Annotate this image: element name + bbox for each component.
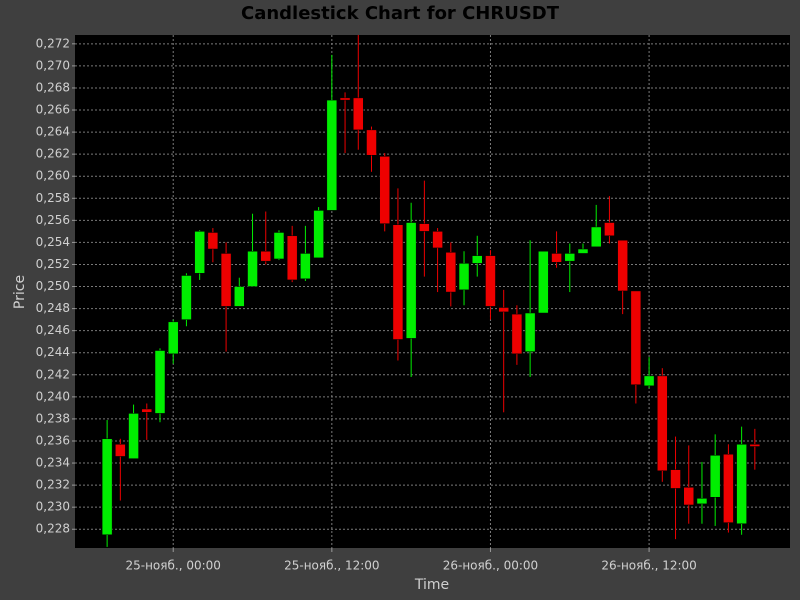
y-tick-label: 0,250 — [36, 279, 70, 293]
candle-body — [590, 226, 602, 248]
plot-area — [75, 35, 790, 548]
y-tick-label: 0,256 — [36, 213, 70, 227]
y-tick-label: 0,268 — [36, 80, 70, 94]
candle-body — [511, 313, 523, 355]
candle-body — [458, 263, 470, 291]
candle-body — [577, 248, 589, 254]
y-tick-label: 0,258 — [36, 191, 70, 205]
candle-body — [709, 455, 721, 498]
x-tick-label: 25-нояб., 00:00 — [125, 559, 220, 573]
x-tick-label: 26-нояб., 00:00 — [443, 559, 538, 573]
candle-body — [498, 307, 509, 313]
candle-body — [194, 231, 205, 274]
candle-body — [657, 375, 668, 472]
candle-body — [313, 210, 324, 259]
y-tick-label: 0,246 — [36, 323, 70, 337]
candle-body — [326, 99, 338, 211]
candle-body — [683, 487, 694, 506]
y-tick-label: 0,266 — [36, 103, 70, 117]
candle-body — [128, 413, 139, 459]
y-tick-label: 0,228 — [36, 522, 70, 536]
candle-body — [101, 438, 113, 536]
candle-body — [273, 232, 285, 260]
candle-body — [524, 312, 536, 352]
candle-body — [630, 290, 642, 385]
candle-body — [670, 469, 681, 489]
candle-body — [617, 239, 628, 292]
candle-body — [643, 375, 655, 387]
candle-body — [604, 222, 615, 237]
candle-body — [247, 250, 258, 287]
y-tick-label: 0,262 — [36, 147, 70, 161]
candle-body — [749, 444, 761, 447]
candle-body — [538, 250, 549, 314]
candle-body — [723, 453, 734, 523]
y-tick-label: 0,234 — [36, 456, 70, 470]
y-tick-label: 0,244 — [36, 345, 70, 359]
x-tick-label: 26-нояб., 12:00 — [601, 559, 696, 573]
y-axis-label: Price — [12, 275, 28, 309]
candle-body — [405, 222, 417, 339]
y-tick-label: 0,240 — [36, 389, 70, 403]
candle-body — [366, 129, 377, 156]
y-tick-label: 0,238 — [36, 411, 70, 425]
candle-body — [260, 250, 271, 262]
chart-title: Candlestick Chart for CHRUSDT — [241, 3, 560, 24]
candle-body — [551, 253, 562, 263]
candle-body — [181, 275, 192, 320]
y-tick-label: 0,242 — [36, 367, 70, 381]
y-tick-label: 0,232 — [36, 478, 70, 492]
y-tick-label: 0,254 — [36, 235, 70, 249]
y-tick-label: 0,230 — [36, 500, 70, 514]
y-tick-label: 0,264 — [36, 125, 70, 139]
candle-body — [432, 231, 443, 249]
y-tick-label: 0,270 — [36, 58, 70, 72]
y-tick-label: 0,252 — [36, 257, 70, 271]
candle-body — [141, 408, 153, 413]
candle-body — [154, 350, 166, 414]
candle-body — [471, 255, 483, 264]
candle-body — [696, 498, 708, 505]
y-tick-label: 0,248 — [36, 301, 70, 315]
candle-body — [300, 253, 311, 280]
candle-body — [564, 253, 576, 262]
candle-body — [392, 224, 404, 340]
candle-body — [736, 444, 747, 524]
x-tick-label: 25-нояб., 12:00 — [284, 559, 379, 573]
candle-body — [220, 253, 232, 307]
candle-body — [485, 255, 496, 307]
x-axis-label: Time — [414, 577, 449, 593]
y-tick-label: 0,272 — [36, 36, 70, 50]
candle-body — [234, 286, 245, 307]
candle-body — [353, 97, 364, 131]
candle-body — [339, 97, 351, 101]
y-tick-label: 0,236 — [36, 433, 70, 447]
candle-body — [286, 235, 298, 281]
candle-body — [419, 223, 430, 232]
candle-body — [207, 232, 219, 250]
candle-body — [167, 321, 179, 355]
y-tick-label: 0,260 — [36, 169, 70, 183]
candle-body — [379, 156, 390, 224]
candle-body — [445, 252, 457, 293]
candle-body — [115, 444, 126, 457]
